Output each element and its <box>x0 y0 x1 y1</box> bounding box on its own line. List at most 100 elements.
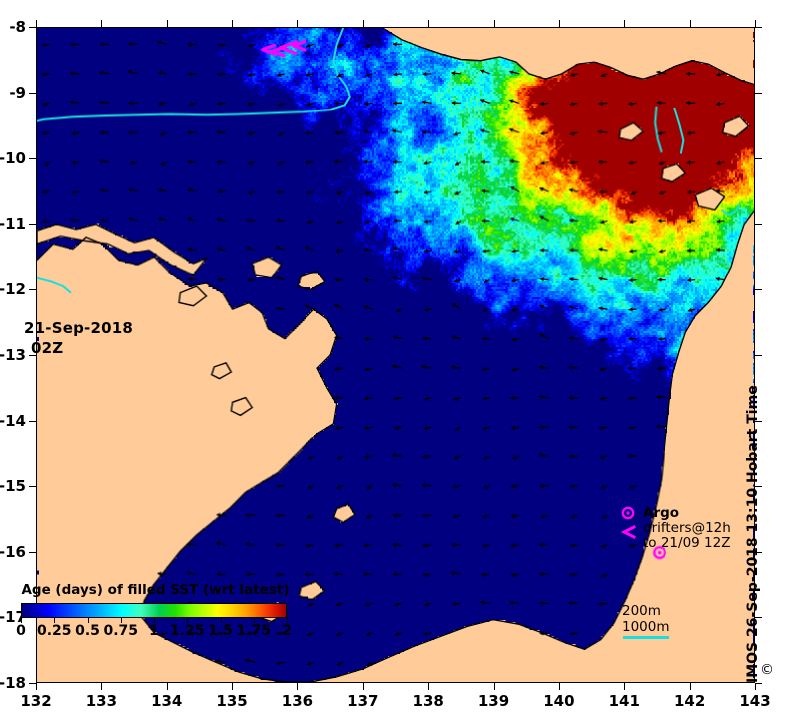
colorbar-tick-label: 1.25 <box>169 623 205 639</box>
y-tick <box>29 551 36 553</box>
y-tick-label: -10 <box>0 149 26 168</box>
x-tick-label: 139 <box>477 692 510 710</box>
x-tick-top <box>558 20 560 27</box>
x-tick <box>493 683 495 690</box>
x-tick-label: 143 <box>739 692 771 710</box>
x-tick <box>36 683 37 690</box>
x-tick-label: 138 <box>412 692 444 710</box>
colorbar-tick <box>253 618 255 623</box>
copyright-icon: © <box>760 662 774 678</box>
y-tick-right <box>755 158 762 160</box>
colorbar-title: Age (days) of filled SST (wrt latest) <box>21 582 290 598</box>
argo-legend-line2: drifters@12h <box>643 520 731 536</box>
x-tick-label: 135 <box>216 692 248 710</box>
colorbar-tick <box>87 618 89 623</box>
y-tick-label: -15 <box>0 477 26 496</box>
x-tick <box>755 683 756 690</box>
y-tick <box>29 158 36 160</box>
x-tick <box>232 683 234 690</box>
y-tick <box>29 27 36 28</box>
y-tick-right <box>755 617 762 619</box>
x-tick <box>558 683 560 690</box>
imos-credit: IMOS 26-Sep-2018 13:10 Hobart Time <box>745 385 761 683</box>
y-tick <box>29 289 36 291</box>
y-tick <box>29 683 36 684</box>
map-plot-area[interactable] <box>36 27 755 683</box>
x-tick <box>362 683 364 690</box>
y-tick <box>29 420 36 422</box>
x-tick <box>428 683 430 690</box>
colorbar-tick-label: 1.5 <box>208 623 233 639</box>
colorbar-tick-label: 0.5 <box>75 623 100 639</box>
colorbar-tick-label: 0.25 <box>36 623 72 639</box>
argo-drifter-icon <box>621 525 637 539</box>
argo-legend-title: Argo <box>643 505 680 521</box>
y-tick-right <box>755 223 762 225</box>
x-tick-top <box>232 20 234 27</box>
sst-raster-canvas <box>37 28 754 682</box>
x-tick-top <box>101 20 103 27</box>
date-line-1: 21-Sep-2018 <box>24 319 133 337</box>
x-tick-label: 136 <box>281 692 314 710</box>
x-tick-top <box>36 20 37 27</box>
x-tick-label: 141 <box>608 692 640 710</box>
x-tick <box>101 683 103 690</box>
y-tick <box>29 92 36 94</box>
date-line-2: 02Z <box>31 339 64 357</box>
colorbar-tick <box>154 618 155 623</box>
y-tick-label: -11 <box>0 214 26 233</box>
x-tick-label: 142 <box>673 692 706 710</box>
y-tick-right <box>755 420 762 422</box>
colorbar-tick-label: 1.75 <box>236 623 272 639</box>
y-tick-label: -17 <box>0 608 26 627</box>
date-stamp: 21-Sep-2018 02Z <box>24 318 133 358</box>
x-tick <box>689 683 691 690</box>
y-tick-label: -13 <box>0 346 26 364</box>
colorbar-tick-label: 0 <box>16 623 26 639</box>
argo-float-icon <box>621 506 635 520</box>
colorbar-tick-label: 1 <box>149 623 159 639</box>
colorbar-tick <box>287 618 288 623</box>
colorbar-gradient <box>21 603 287 618</box>
x-tick-top <box>297 20 299 27</box>
x-tick-top <box>755 20 756 27</box>
y-tick <box>29 223 36 225</box>
colorbar-tick <box>54 618 56 623</box>
x-tick-label: 140 <box>543 692 575 710</box>
x-tick-label: 132 <box>20 692 52 710</box>
x-tick <box>297 683 299 690</box>
colorbar-tick-label: 0.75 <box>103 623 139 639</box>
x-tick-label: 134 <box>151 692 183 710</box>
x-tick-top <box>689 20 691 27</box>
bathy-200m-label: 200m <box>622 603 661 619</box>
x-tick-top <box>166 20 168 27</box>
y-tick-label: -14 <box>0 411 26 430</box>
bathy-contour-rule <box>623 636 669 639</box>
y-tick-label: -16 <box>0 542 26 561</box>
x-tick-label: 133 <box>85 692 118 710</box>
y-tick-right <box>755 683 762 684</box>
bathymetry-legend: 200m 1000m <box>622 603 670 639</box>
y-tick-right <box>755 92 762 94</box>
y-tick-label: -8 <box>9 18 26 36</box>
x-tick-top <box>428 20 430 27</box>
colorbar-tick <box>21 618 22 623</box>
y-tick-label: -18 <box>0 674 26 692</box>
y-tick-right <box>755 289 762 291</box>
y-tick-right <box>755 355 762 356</box>
bathy-1000m-label: 1000m <box>622 619 670 635</box>
x-tick <box>624 683 626 690</box>
y-tick <box>29 355 36 356</box>
x-tick-label: 137 <box>347 692 379 710</box>
colorbar-tick <box>120 618 122 623</box>
x-tick-top <box>624 20 626 27</box>
x-tick-top <box>362 20 364 27</box>
y-tick <box>29 486 36 488</box>
y-tick-label: -9 <box>9 83 26 102</box>
colorbar-tick <box>187 618 189 623</box>
y-tick-right <box>755 27 762 28</box>
argo-legend-line3: to 21/09 12Z <box>643 535 731 551</box>
x-tick-top <box>493 20 495 27</box>
